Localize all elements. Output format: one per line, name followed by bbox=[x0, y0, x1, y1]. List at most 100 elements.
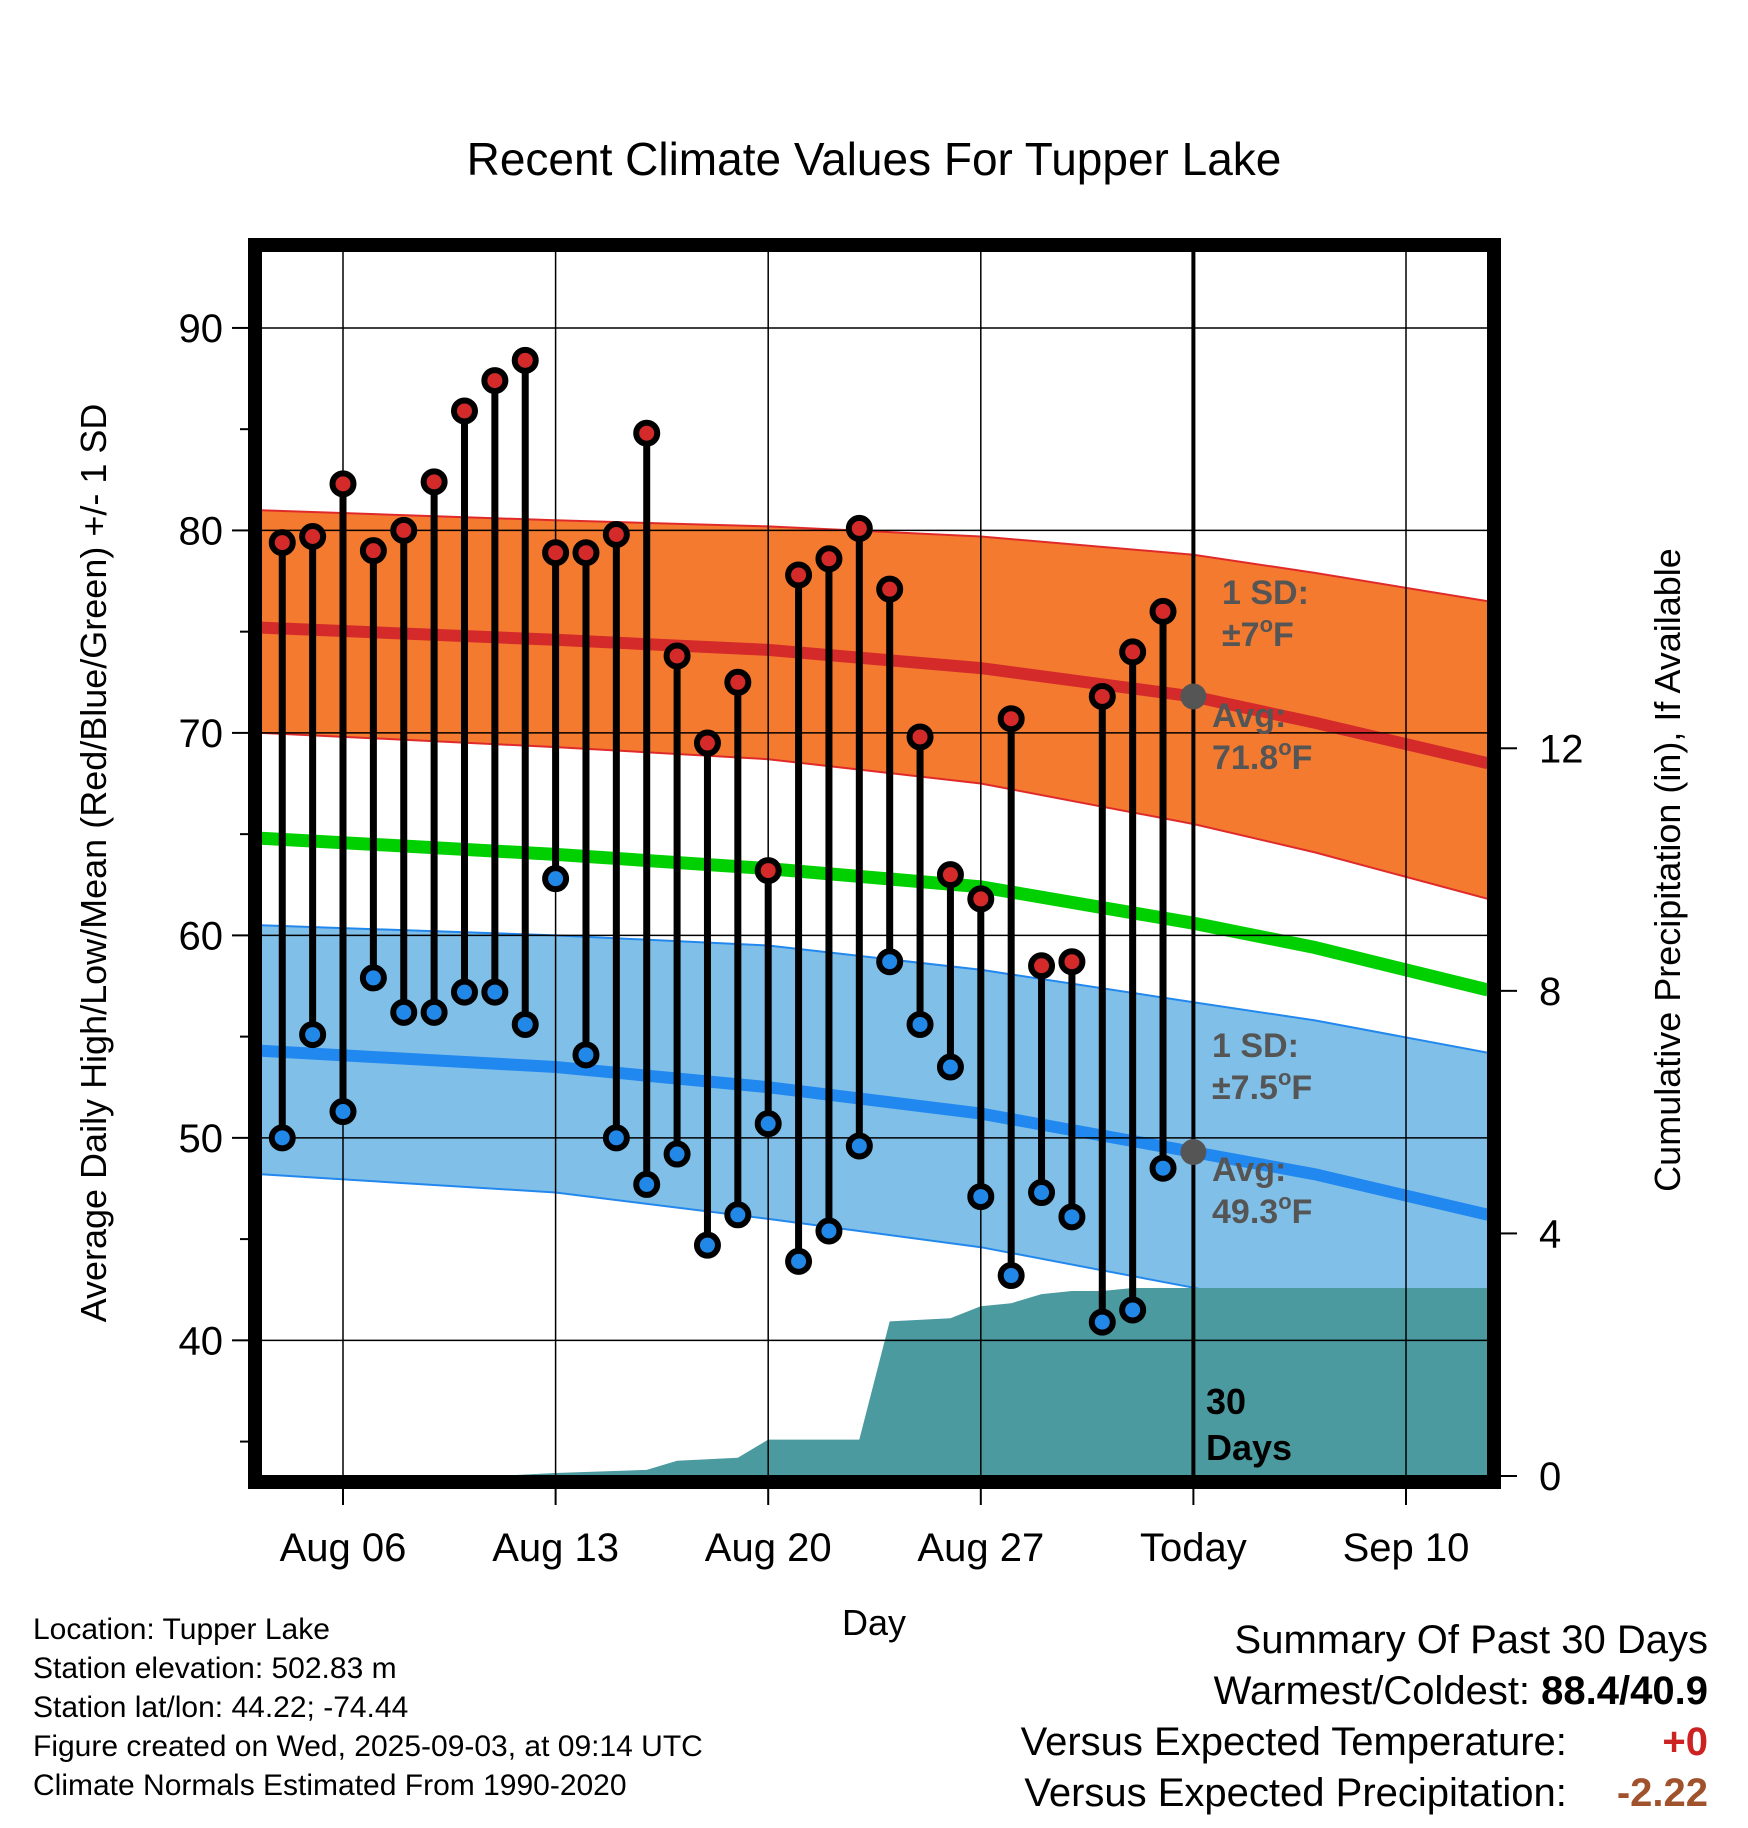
y-tick-label: 90 bbox=[179, 307, 224, 351]
y2-tick-label: 8 bbox=[1539, 970, 1561, 1014]
low-avg-annotation-line1: Avg: bbox=[1212, 1151, 1286, 1189]
y-tick-label: 50 bbox=[179, 1117, 224, 1161]
low-avg-annotation: Avg:49.3oF bbox=[1212, 1151, 1312, 1231]
high-sd-annotation: 1 SD:±7oF bbox=[1222, 574, 1309, 654]
high-point bbox=[815, 545, 843, 573]
x-tick-label: Aug 20 bbox=[705, 1526, 832, 1570]
elevation-text: Station elevation: 502.83 m bbox=[33, 1652, 397, 1685]
high-sd-annotation-line2: ±7oF bbox=[1222, 612, 1294, 654]
x-tick-label: Aug 06 bbox=[280, 1526, 407, 1570]
high-point bbox=[1119, 638, 1147, 666]
y-tick-label: 80 bbox=[179, 509, 224, 553]
low-point bbox=[997, 1262, 1025, 1290]
low-point bbox=[329, 1098, 357, 1126]
high-point bbox=[633, 419, 661, 447]
low-point bbox=[542, 865, 570, 893]
x-axis-title: Day bbox=[842, 1602, 906, 1643]
low-point bbox=[450, 978, 478, 1006]
low-point bbox=[268, 1124, 296, 1152]
high-point bbox=[299, 522, 327, 550]
high-point bbox=[663, 642, 691, 670]
x-tick-label: Aug 27 bbox=[917, 1526, 1044, 1570]
low-point bbox=[572, 1041, 600, 1069]
today-normal-high-marker bbox=[1180, 683, 1207, 710]
high-point bbox=[602, 520, 630, 548]
high-point bbox=[754, 857, 782, 885]
summary-panel: Summary Of Past 30 Days Warmest/Coldest:… bbox=[1021, 1615, 1708, 1819]
low-point bbox=[1028, 1179, 1056, 1207]
high-point bbox=[785, 561, 813, 589]
normals-text: Climate Normals Estimated From 1990-2020 bbox=[33, 1769, 627, 1802]
high-sd-annotation-line1: 1 SD: bbox=[1222, 574, 1309, 612]
warm-cold-value: 88.4/40.9 bbox=[1541, 1669, 1708, 1713]
low-point bbox=[602, 1124, 630, 1152]
high-point bbox=[481, 367, 509, 395]
low-sd-annotation: 1 SD:±7.5oF bbox=[1212, 1027, 1312, 1107]
low-point bbox=[936, 1053, 964, 1081]
warm-cold-row: Warmest/Coldest: 88.4/40.9 bbox=[1021, 1666, 1708, 1717]
low-point bbox=[390, 998, 418, 1026]
latlon-text: Station lat/lon: 44.22; -74.44 bbox=[33, 1691, 409, 1724]
low-point bbox=[511, 1010, 539, 1038]
high-point bbox=[1028, 952, 1056, 980]
created-text: Figure created on Wed, 2025-09-03, at 09… bbox=[33, 1730, 703, 1763]
station-info: Location: Tupper Lake Station elevation:… bbox=[33, 1610, 703, 1805]
high-avg-annotation-line1: Avg: bbox=[1212, 697, 1286, 735]
high-point bbox=[1088, 682, 1116, 710]
x-tick-label: Aug 13 bbox=[492, 1526, 619, 1570]
today-normal-low-marker bbox=[1180, 1139, 1207, 1166]
high-point bbox=[845, 514, 873, 542]
low-point bbox=[1088, 1308, 1116, 1336]
chart-title: Recent Climate Values For Tupper Lake bbox=[467, 133, 1282, 185]
high-avg-annotation: Avg:71.8oF bbox=[1212, 697, 1312, 777]
y2-tick-label: 4 bbox=[1539, 1212, 1561, 1256]
high-point bbox=[511, 346, 539, 374]
y2-tick-label: 12 bbox=[1539, 727, 1584, 771]
low-sd-annotation-line1: 1 SD: bbox=[1212, 1027, 1299, 1065]
low-point bbox=[693, 1231, 721, 1259]
high-point bbox=[420, 468, 448, 496]
low-point bbox=[663, 1140, 691, 1168]
high-point bbox=[936, 861, 964, 889]
low-point bbox=[815, 1217, 843, 1245]
low-point bbox=[967, 1183, 995, 1211]
temp-label: Versus Expected Temperature: bbox=[1020, 1720, 1567, 1764]
precip-row: Versus Expected Precipitation: -2.22 bbox=[1021, 1768, 1708, 1819]
low-point bbox=[876, 948, 904, 976]
high-point bbox=[450, 397, 478, 425]
high-point bbox=[390, 516, 418, 544]
high-point bbox=[693, 729, 721, 757]
high-avg-annotation-line2: 71.8oF bbox=[1212, 735, 1312, 777]
high-point bbox=[359, 537, 387, 565]
low-point bbox=[420, 998, 448, 1026]
low-sd-annotation-line2: ±7.5oF bbox=[1212, 1065, 1312, 1107]
days-annotation-number: 30 bbox=[1206, 1381, 1246, 1422]
high-point bbox=[542, 539, 570, 567]
high-point bbox=[876, 575, 904, 603]
low-point bbox=[359, 964, 387, 992]
warm-cold-label: Warmest/Coldest: bbox=[1213, 1669, 1531, 1713]
low-point bbox=[754, 1110, 782, 1138]
high-point bbox=[329, 470, 357, 498]
high-point bbox=[906, 723, 934, 751]
low-point bbox=[845, 1132, 873, 1160]
low-point bbox=[1149, 1154, 1177, 1182]
precip-label: Versus Expected Precipitation: bbox=[1024, 1771, 1567, 1815]
low-sd-band bbox=[261, 925, 1488, 1365]
plot-frame bbox=[248, 238, 1501, 1489]
high-point bbox=[967, 885, 995, 913]
low-point bbox=[299, 1021, 327, 1049]
y2-axis-title: Cumulative Precipitation (in), If Availa… bbox=[1647, 548, 1688, 1192]
low-point bbox=[724, 1201, 752, 1229]
precipitation-area bbox=[261, 1288, 1488, 1476]
days-annotation: 30 Days bbox=[1206, 1381, 1292, 1468]
high-point bbox=[724, 668, 752, 696]
low-point bbox=[785, 1247, 813, 1275]
y-tick-label: 40 bbox=[179, 1319, 224, 1363]
y2-tick-label: 0 bbox=[1539, 1455, 1561, 1499]
temp-row: Versus Expected Temperature: +0 bbox=[1021, 1717, 1708, 1768]
x-tick-label: Sep 10 bbox=[1343, 1526, 1470, 1570]
low-point bbox=[1058, 1203, 1086, 1231]
y-tick-label: 70 bbox=[179, 712, 224, 756]
